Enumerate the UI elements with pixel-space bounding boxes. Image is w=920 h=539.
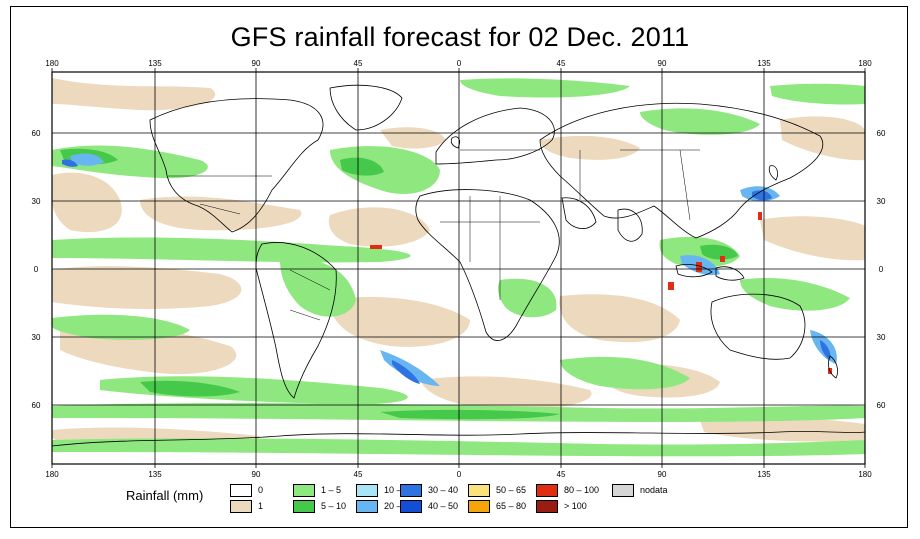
tick-marks: [51, 68, 866, 468]
lon-label-bottom: 90: [658, 470, 667, 479]
legend-swatch-6: [400, 484, 422, 497]
lat-label-right: 60: [877, 401, 886, 410]
legend-swatch-11: [536, 500, 558, 513]
lon-label-bottom: 135: [757, 470, 771, 479]
legend-swatch-9: [468, 500, 490, 513]
lon-label-top: 180: [858, 59, 872, 68]
legend-swatch-12: [612, 484, 634, 497]
lon-label-top: 90: [658, 59, 667, 68]
lat-label-left: 30: [32, 333, 41, 342]
lon-label-bottom: 180: [858, 470, 872, 479]
lon-label-bottom: 0: [457, 470, 462, 479]
map-title: GFS rainfall forecast for 02 Dec. 2011: [230, 22, 690, 52]
legend-swatch-4: [356, 484, 378, 497]
legend-swatch-3: [293, 500, 315, 513]
country-borders: [168, 149, 700, 321]
legend-label-7: 40 – 50: [428, 501, 459, 511]
legend-label-11: > 100: [564, 501, 587, 511]
light-rain-areas: [52, 78, 865, 451]
legend-label-3: 5 – 10: [321, 501, 347, 511]
lat-label-right: 0: [879, 265, 884, 274]
legend-label-2: 1 – 5: [321, 485, 342, 495]
lon-label-top: 135: [757, 59, 771, 68]
lat-label-right: 60: [877, 129, 886, 138]
lon-label-bottom: 180: [45, 470, 59, 479]
lon-label-bottom: 90: [252, 470, 261, 479]
legend-swatch-5: [356, 500, 378, 513]
lon-label-bottom: 135: [148, 470, 162, 479]
legend-label-9: 65 – 80: [496, 501, 527, 511]
legend-swatch-10: [536, 484, 558, 497]
legend-swatch-0: [230, 484, 252, 497]
lon-label-top: 45: [557, 59, 566, 68]
lon-label-top: 90: [252, 59, 261, 68]
lon-label-top: 135: [148, 59, 162, 68]
legend-label-10: 80 – 100: [564, 485, 600, 495]
lat-label-right: 30: [877, 333, 886, 342]
lon-label-top: 0: [457, 59, 462, 68]
lon-label-bottom: 45: [557, 470, 566, 479]
legend-label-4: 10 – 20: [384, 485, 414, 495]
lat-label-left: 60: [32, 401, 41, 410]
legend-title: Rainfall (mm): [126, 488, 204, 503]
map-border: [51, 71, 866, 465]
legend-label-8: 50 – 65: [496, 485, 527, 495]
lat-label-left: 60: [32, 129, 41, 138]
legend-swatch-7: [400, 500, 422, 513]
legend-swatch-8: [468, 484, 490, 497]
lat-label-left: 30: [32, 197, 41, 206]
lon-label-top: 45: [354, 59, 363, 68]
legend-label-1: 1: [258, 501, 264, 511]
legend-label-6: 30 – 40: [428, 485, 459, 495]
lat-label-right: 30: [877, 197, 886, 206]
legend-label-12: nodata: [640, 485, 668, 495]
legend-label-5: 20 – 30: [384, 501, 414, 511]
legend-swatch-2: [293, 484, 315, 497]
figure-frame: [10, 6, 908, 528]
rainfall-legend: Rainfall (mm) 0 1 1 – 5 5 – 10 10 – 20 2…: [0, 480, 920, 520]
legend-label-0: 0: [258, 485, 264, 495]
intense-rain-areas: [62, 159, 831, 384]
lat-label-left: 0: [34, 265, 39, 274]
lon-label-bottom: 45: [354, 470, 363, 479]
heavy-rain-areas: [60, 148, 738, 420]
lon-label-top: 180: [45, 59, 59, 68]
lat-lon-grid: [52, 72, 865, 464]
legend-swatch-1: [230, 500, 252, 513]
